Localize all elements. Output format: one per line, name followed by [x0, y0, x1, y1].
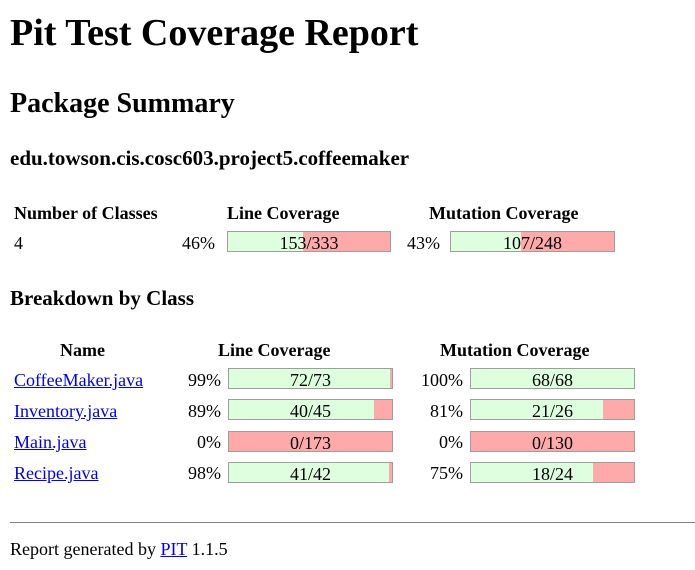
summary-mutation-percent: 43% [407, 233, 440, 253]
coverage-text: 0/173 [289, 433, 331, 452]
class-link-inventory[interactable]: Inventory.java [14, 401, 118, 421]
summary-line-percent: 46% [182, 233, 215, 253]
footer-prefix: Report generated by [10, 539, 156, 559]
line-coverage-bar: 40/45 [228, 399, 393, 420]
footer: Report generated by PIT 1.1.5 [10, 540, 228, 558]
line-percent: 99% [188, 370, 221, 390]
package-summary-heading: Package Summary [10, 88, 235, 119]
footer-divider [10, 522, 695, 523]
coverage-fill [228, 232, 303, 251]
breakdown-heading: Breakdown by Class [10, 286, 194, 310]
header-line-coverage: Line Coverage [227, 203, 340, 223]
coverage-text: 40/45 [289, 401, 331, 420]
mutation-percent: 81% [430, 401, 463, 421]
classes-count: 4 [14, 233, 23, 253]
header-number-of-classes: Number of Classes [14, 203, 158, 223]
mutation-coverage-bar: 0/130 [470, 431, 635, 452]
coverage-text: 107/248 [502, 233, 562, 252]
line-percent: 89% [188, 401, 221, 421]
line-coverage-bar: 0/173 [228, 431, 393, 452]
mutation-coverage-bar: 18/24 [470, 462, 635, 483]
mutation-percent: 0% [439, 432, 463, 452]
coverage-fill [229, 400, 375, 419]
header-mutation-coverage: Mutation Coverage [429, 203, 579, 223]
mutation-percent: 75% [430, 463, 463, 483]
line-percent: 0% [197, 432, 221, 452]
package-name: edu.towson.cis.cosc603.project5.coffeema… [10, 146, 410, 170]
page-title: Pit Test Coverage Report [10, 12, 419, 54]
line-percent: 98% [188, 463, 221, 483]
class-link-main[interactable]: Main.java [14, 432, 87, 452]
class-link-recipe[interactable]: Recipe.java [14, 463, 99, 483]
coverage-fill [451, 232, 522, 251]
mutation-percent: 100% [421, 370, 463, 390]
summary-line-coverage-bar: 153/333 [227, 231, 391, 252]
line-coverage-bar: 72/73 [228, 368, 393, 389]
coverage-text: 18/24 [531, 464, 573, 483]
pit-link[interactable]: PIT [160, 539, 188, 559]
class-link-coffeemaker[interactable]: CoffeeMaker.java [14, 370, 144, 390]
coverage-fill [229, 369, 391, 388]
header-name: Name [60, 340, 105, 360]
header-class-line-coverage: Line Coverage [218, 340, 331, 360]
coverage-text: 153/333 [279, 233, 339, 252]
summary-mutation-coverage-bar: 107/248 [450, 231, 615, 252]
coverage-fill [471, 369, 634, 388]
footer-version: 1.1.5 [191, 539, 228, 559]
coverage-fill [471, 400, 604, 419]
coverage-text: 72/73 [289, 370, 331, 389]
line-coverage-bar: 41/42 [228, 462, 393, 483]
header-class-mutation-coverage: Mutation Coverage [440, 340, 590, 360]
coverage-text: 41/42 [289, 464, 331, 483]
coverage-fill [229, 463, 389, 482]
coverage-fill [471, 463, 594, 482]
coverage-text: 21/26 [531, 401, 573, 420]
coverage-text: 68/68 [531, 370, 573, 389]
mutation-coverage-bar: 21/26 [470, 399, 635, 420]
mutation-coverage-bar: 68/68 [470, 368, 635, 389]
coverage-text: 0/130 [531, 433, 573, 452]
